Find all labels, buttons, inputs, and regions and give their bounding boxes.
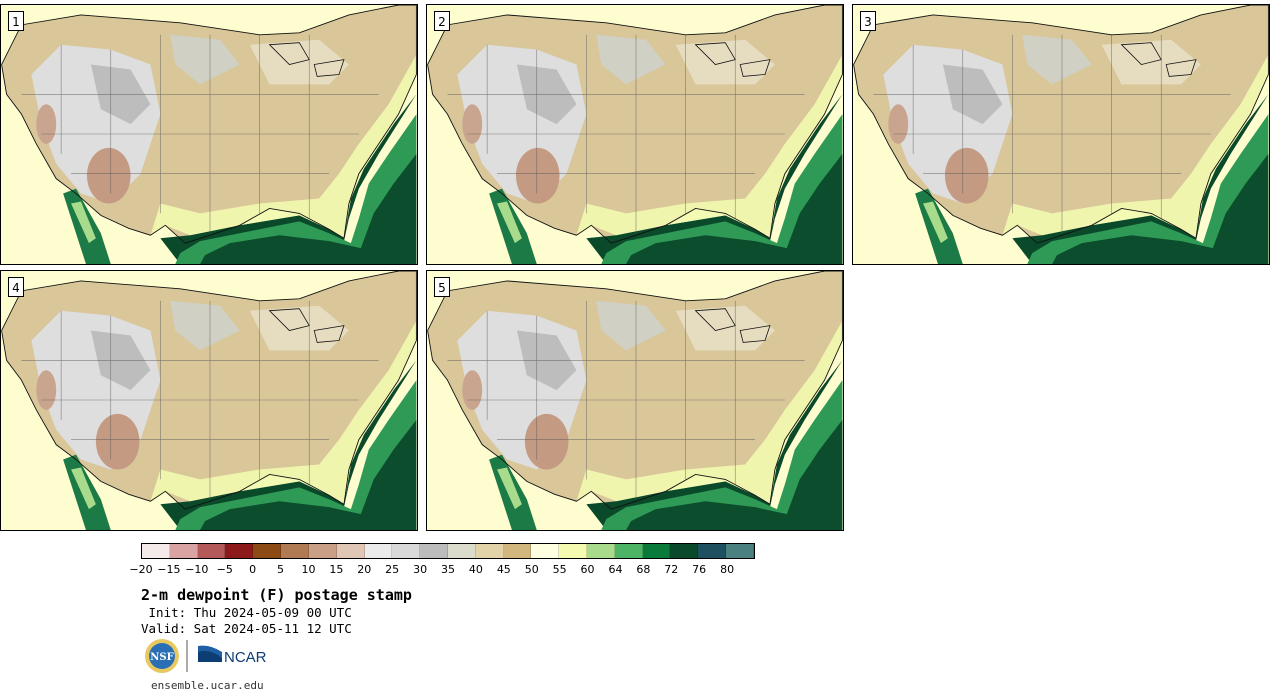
colorbar-segment bbox=[281, 544, 309, 558]
dewpoint-map bbox=[427, 271, 843, 530]
colorbar-segment bbox=[225, 544, 254, 558]
colorbar-tick-label: 35 bbox=[441, 563, 455, 576]
colorbar-tick-label: 45 bbox=[496, 563, 511, 576]
svg-text:NSF: NSF bbox=[150, 652, 173, 663]
colorbar-segment bbox=[308, 544, 337, 558]
chart-title: 2-m dewpoint (F) postage stamp bbox=[141, 586, 412, 604]
colorbar-tick-label: 15 bbox=[329, 563, 344, 576]
colorbar-segment bbox=[726, 544, 754, 558]
svg-text:NCAR: NCAR bbox=[224, 649, 267, 666]
panel-number: 5 bbox=[434, 277, 450, 297]
colorbar-tick-label: 20 bbox=[357, 563, 372, 576]
colorbar-tick-label: 25 bbox=[385, 563, 400, 576]
map-panel-1[interactable]: 1 bbox=[0, 4, 418, 265]
panel-number: 3 bbox=[860, 11, 876, 31]
colorbar-tick-label: −15 bbox=[157, 563, 181, 576]
colorbar-tick-label: −10 bbox=[185, 563, 209, 576]
panel-number: 4 bbox=[8, 277, 24, 297]
colorbar-segment bbox=[559, 544, 587, 558]
colorbar-segment bbox=[336, 544, 365, 558]
colorbar-tick-label: −5 bbox=[216, 563, 233, 576]
colorbar-tick-label: 64 bbox=[608, 563, 623, 576]
init-time: Init: Thu 2024-05-09 00 UTC bbox=[141, 605, 352, 620]
dewpoint-map bbox=[1, 271, 417, 530]
colorbar-segment bbox=[364, 544, 393, 558]
colorbar-segment bbox=[253, 544, 282, 558]
map-panel-3[interactable]: 3 bbox=[852, 4, 1270, 265]
colorbar-segment bbox=[420, 544, 448, 558]
colorbar-segment bbox=[197, 544, 226, 558]
panel-number: 2 bbox=[434, 11, 450, 31]
colorbar-tick-label: 10 bbox=[301, 563, 316, 576]
ncar-logo-icon: NCAR bbox=[198, 645, 267, 666]
colorbar-tick-label: 30 bbox=[413, 563, 428, 576]
colorbar-tick-label: 40 bbox=[468, 563, 483, 576]
colorbar-tick-label: 76 bbox=[692, 563, 707, 576]
colorbar-segment bbox=[169, 544, 198, 558]
colorbar-tick-label: 72 bbox=[664, 563, 679, 576]
colorbar-segment bbox=[670, 544, 699, 558]
colorbar-segment bbox=[587, 544, 615, 558]
valid-time: Valid: Sat 2024-05-11 12 UTC bbox=[141, 621, 352, 636]
colorbar-ticks: −20 −15 −10 −5 0 5 10 15 20 25 30 35 40 45 50 55 60 64 68 7… bbox=[129, 563, 755, 577]
map-panel-5[interactable]: 5 bbox=[426, 270, 844, 531]
colorbar-tick-label: −20 bbox=[129, 563, 153, 576]
nsf-ncar-logos: NSF NCAR bbox=[145, 639, 267, 673]
colorbar-segment bbox=[475, 544, 504, 558]
colorbar-segment bbox=[447, 544, 476, 558]
colorbar-segment bbox=[392, 544, 421, 558]
site-url: ensemble.ucar.edu bbox=[151, 679, 264, 692]
dewpoint-map bbox=[1, 5, 417, 264]
dewpoint-map bbox=[853, 5, 1269, 264]
colorbar-tick-label: 80 bbox=[720, 563, 735, 576]
colorbar-segment bbox=[642, 544, 671, 558]
nsf-logo-icon: NSF bbox=[145, 639, 179, 673]
colorbar-segment bbox=[614, 544, 643, 558]
colorbar-tick-label: 0 bbox=[249, 563, 257, 576]
colorbar-segment bbox=[142, 544, 170, 558]
colorbar-tick-label: 50 bbox=[524, 563, 539, 576]
colorbar-segment bbox=[531, 544, 560, 558]
colorbar-tick-label: 60 bbox=[580, 563, 595, 576]
colorbar-tick-label: 55 bbox=[552, 563, 567, 576]
map-panel-4[interactable]: 4 bbox=[0, 270, 418, 531]
map-panel-2[interactable]: 2 bbox=[426, 4, 844, 265]
colorbar-tick-label: 5 bbox=[277, 563, 285, 576]
colorbar-segment bbox=[698, 544, 727, 558]
colorbar-legend bbox=[141, 543, 755, 559]
colorbar-tick-label: 68 bbox=[636, 563, 651, 576]
colorbar-segment bbox=[503, 544, 532, 558]
panel-number: 1 bbox=[8, 11, 24, 31]
dewpoint-map bbox=[427, 5, 843, 264]
